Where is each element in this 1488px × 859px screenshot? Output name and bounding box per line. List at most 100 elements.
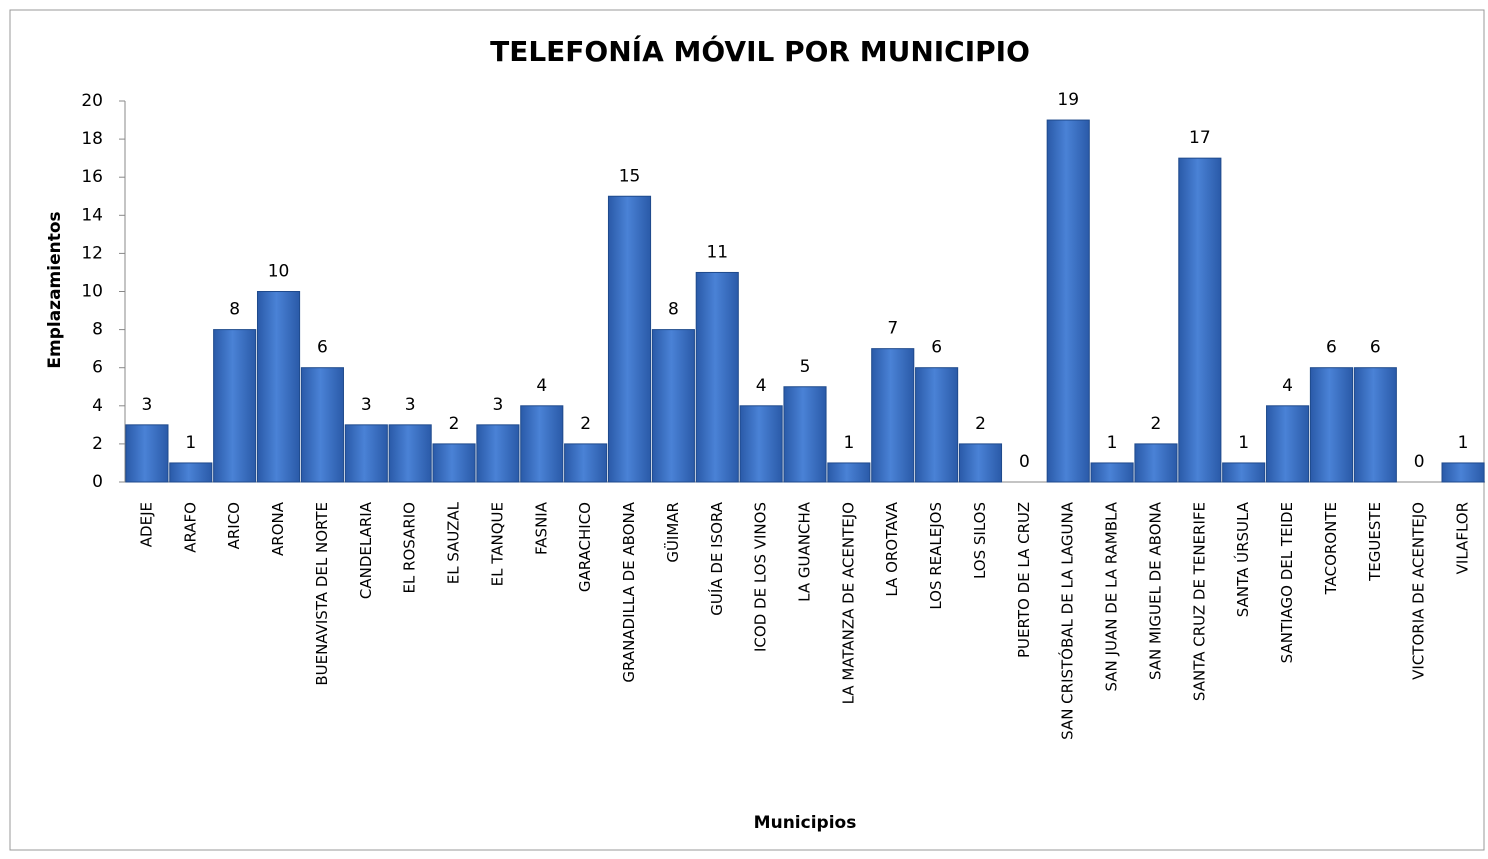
x-tick-label: LA MATANZA DE ACENTEJO: [839, 502, 857, 704]
y-tick-label: 10: [81, 282, 103, 302]
x-tick-label: SANTIAGO DEL TEIDE: [1278, 502, 1296, 663]
x-tick-label: SAN JUAN DE LA RAMBLA: [1103, 501, 1121, 691]
chart-title: TELEFONÍA MÓVIL POR MUNICIPIO: [490, 34, 1030, 68]
bar: [1046, 119, 1090, 483]
data-label: 0: [1019, 452, 1030, 472]
x-tick-label: EL ROSARIO: [401, 502, 419, 594]
x-tick-label: TEGUESTE: [1366, 502, 1384, 582]
x-tick-label: ADEJE: [137, 502, 155, 547]
data-label: 6: [1326, 338, 1337, 358]
x-tick-label: GRANADILLA DE ABONA: [620, 501, 638, 682]
y-tick-label: 14: [81, 205, 103, 225]
bar: [783, 386, 827, 483]
bar: [520, 405, 564, 483]
bar: [1441, 462, 1485, 483]
bar: [1134, 443, 1178, 483]
bar: [432, 443, 476, 483]
x-tick-label: LA GUANCHA: [796, 501, 814, 602]
x-tick-label: TACORONTE: [1322, 502, 1340, 595]
y-tick-label: 0: [92, 472, 103, 492]
data-label: 2: [1151, 414, 1162, 434]
y-tick-label: 20: [81, 91, 103, 111]
bar: [564, 443, 608, 483]
bar: [256, 291, 301, 483]
data-label: 7: [887, 319, 898, 339]
y-tick-label: 2: [92, 434, 103, 454]
y-axis-label: Emplazamientos: [45, 211, 65, 368]
data-label: 1: [1107, 433, 1118, 453]
bar: [871, 348, 915, 483]
data-label: 1: [843, 433, 854, 453]
bar: [607, 195, 652, 483]
x-tick-label: GÜIMAR: [663, 502, 682, 563]
data-label: 1: [1238, 433, 1249, 453]
data-label: 6: [1370, 338, 1381, 358]
data-label: 10: [268, 262, 290, 282]
data-label: 3: [142, 395, 153, 415]
bar: [695, 271, 739, 483]
data-label: 4: [536, 376, 547, 396]
x-tick-label: EL TANQUE: [488, 502, 506, 586]
x-tick-label: BUENAVISTA DEL NORTE: [313, 502, 331, 686]
data-label: 3: [492, 395, 503, 415]
bar: [1309, 367, 1354, 483]
data-label: 8: [229, 300, 240, 320]
x-tick-label: SAN MIGUEL DE ABONA: [1146, 501, 1164, 680]
bar: [1353, 367, 1397, 483]
x-tick-label: ARAFO: [181, 502, 199, 553]
bar: [388, 424, 432, 483]
bar: [651, 329, 695, 483]
bar: [827, 462, 871, 483]
y-tick-label: 18: [81, 129, 103, 149]
x-tick-label: SANTA ÚRSULA: [1233, 501, 1252, 617]
x-tick-label: GUÍA DE ISORA: [707, 501, 726, 615]
bar: [1266, 405, 1310, 483]
bar: [169, 462, 213, 483]
data-label: 6: [931, 338, 942, 358]
data-label: 1: [185, 433, 196, 453]
y-tick-label: 16: [81, 167, 103, 187]
x-tick-label: PUERTO DE LA CRUZ: [1015, 502, 1033, 658]
x-tick-label: ARONA: [269, 501, 287, 556]
y-tick-label: 4: [92, 396, 103, 416]
x-tick-label: FASNIA: [532, 501, 550, 555]
bar: [344, 424, 388, 483]
data-label: 11: [706, 242, 728, 262]
x-tick-label: GARACHICO: [576, 502, 594, 592]
x-tick-label: SANTA CRUZ DE TENERIFE: [1190, 502, 1208, 701]
data-label: 1: [1458, 433, 1469, 453]
data-label: 2: [975, 414, 986, 434]
data-label: 19: [1057, 90, 1079, 110]
x-tick-label: LOS SILOS: [971, 502, 989, 579]
bar: [958, 443, 1003, 483]
y-tick-label: 12: [81, 243, 103, 263]
data-label: 6: [317, 338, 328, 358]
bar: [915, 367, 959, 483]
x-tick-label: EL SAUZAL: [445, 501, 463, 584]
bar: [125, 424, 169, 483]
data-label: 4: [756, 376, 767, 396]
x-tick-label: SAN CRISTÓBAL DE LA LAGUNA: [1058, 501, 1077, 740]
x-axis-label: Municipios: [754, 813, 857, 833]
bar: [476, 424, 520, 483]
bar: [1090, 462, 1134, 483]
x-tick-label: CANDELARIA: [357, 501, 375, 599]
data-label: 17: [1189, 128, 1211, 148]
x-tick-label: ARICO: [225, 502, 243, 549]
data-label: 3: [361, 395, 372, 415]
x-tick-label: LA OROTAVA: [883, 501, 901, 596]
bar: [1178, 157, 1222, 483]
y-tick-label: 6: [92, 358, 103, 378]
data-label: 0: [1414, 452, 1425, 472]
bar: [213, 329, 257, 483]
bar: [1222, 462, 1266, 483]
bar: [300, 367, 344, 483]
chart-frame: [9, 9, 1485, 851]
y-tick-label: 8: [92, 320, 103, 340]
x-tick-label: VILAFLOR: [1454, 502, 1472, 574]
data-label: 8: [668, 300, 679, 320]
data-label: 2: [449, 414, 460, 434]
bar: [739, 405, 783, 483]
x-tick-label: VICTORIA DE ACENTEJO: [1410, 502, 1428, 680]
